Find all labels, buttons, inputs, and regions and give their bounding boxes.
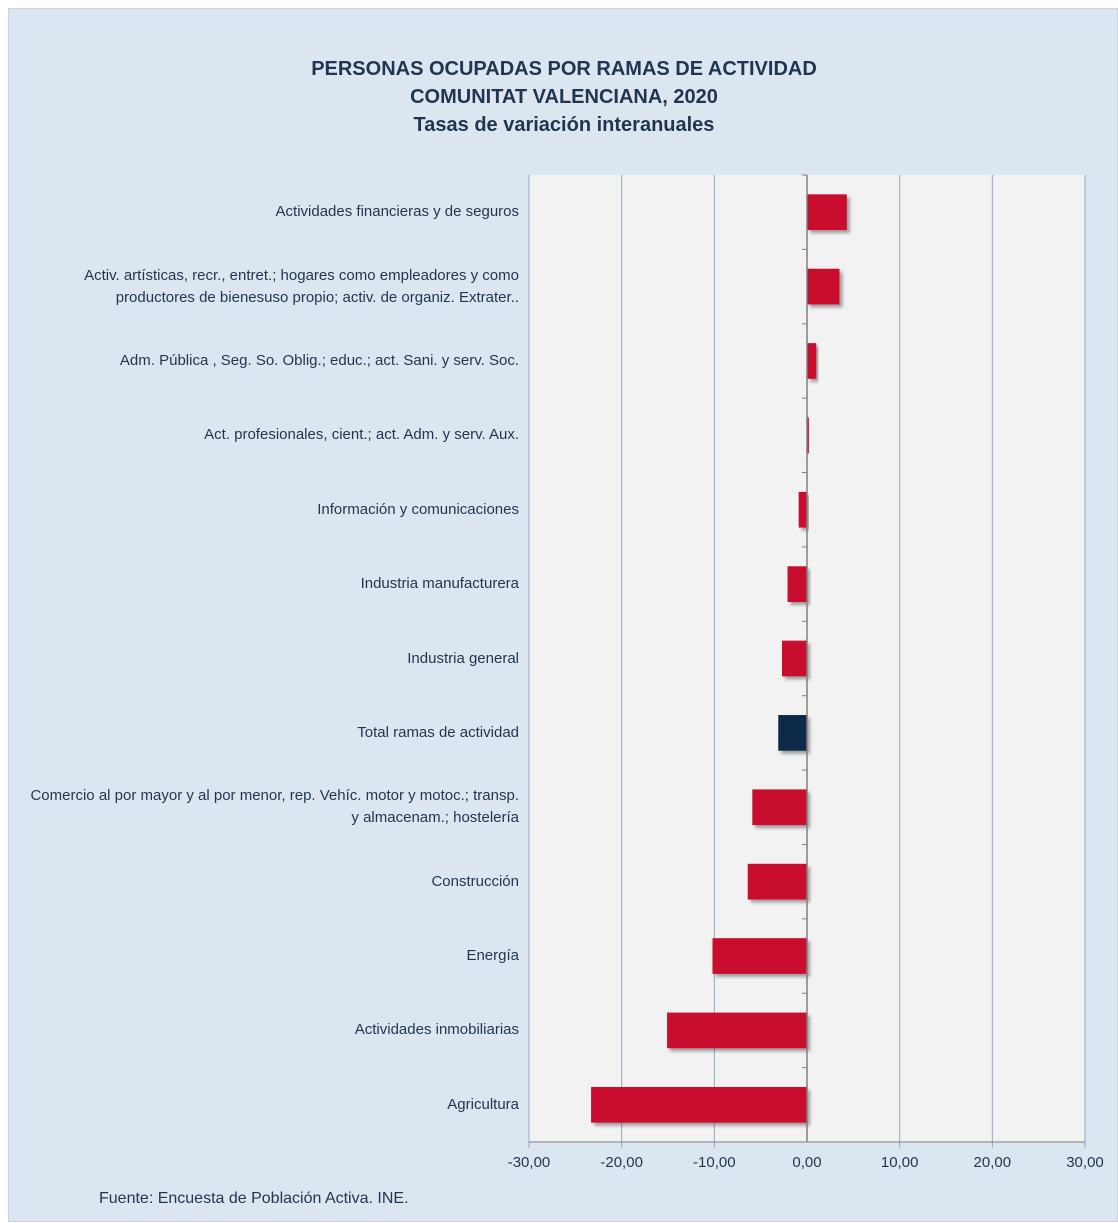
chart-subtitle: COMUNITAT VALENCIANA, 2020 [410, 86, 718, 108]
category-label: Actividades inmobiliarias [354, 1021, 519, 1039]
bar [798, 491, 807, 528]
bar [591, 1086, 807, 1123]
bar [778, 715, 807, 751]
x-tick-label: 0,00 [792, 1154, 822, 1171]
category-label: Activ. artísticas, recr., entret.; hogar… [84, 266, 519, 306]
x-tick-label: 20,00 [973, 1154, 1012, 1171]
category-label: Industria manufacturera [360, 575, 519, 593]
bar [807, 417, 809, 454]
category-label: Actividades financieras y de seguros [275, 203, 519, 221]
category-label: Energía [466, 947, 519, 965]
category-label: Construcción [431, 872, 519, 890]
bar [752, 789, 807, 826]
category-label: Adm. Pública , Seg. So. Oblig.; educ.; a… [119, 351, 519, 369]
chart-frame: PERSONAS OCUPADAS POR RAMAS DE ACTIVIDAD… [8, 8, 1118, 1222]
bar [747, 863, 807, 900]
bar [712, 938, 807, 974]
x-tick-label: 10,00 [880, 1154, 919, 1171]
x-tick-label: -30,00 [507, 1154, 551, 1171]
bar [787, 566, 807, 602]
bar [807, 194, 847, 231]
x-tick-label: -10,00 [693, 1154, 736, 1171]
x-tick-label: 30,00 [1066, 1154, 1104, 1171]
category-label: Act. profesionales, cient.; act. Adm. y … [204, 426, 519, 444]
bar [781, 640, 807, 677]
bar [667, 1012, 807, 1049]
chart-title-block: PERSONAS OCUPADAS POR RAMAS DE ACTIVIDAD… [9, 55, 1118, 139]
category-label: Información y comunicaciones [317, 500, 519, 518]
category-label: Industria general [407, 649, 519, 667]
bar-chart [528, 174, 1086, 1148]
category-label: Total ramas de actividad [357, 723, 519, 741]
x-tick-label: -20,00 [600, 1154, 643, 1171]
source-note: Fuente: Encuesta de Población Activa. IN… [99, 1190, 409, 1207]
category-label: Agricultura [447, 1095, 519, 1113]
category-label: Comercio al por mayor y al por menor, re… [30, 787, 519, 827]
chart-subtitle-rates: Tasas de variación interanuales [413, 114, 715, 136]
bar [807, 268, 840, 305]
chart-title: PERSONAS OCUPADAS POR RAMAS DE ACTIVIDAD [311, 58, 817, 80]
bar [807, 343, 817, 379]
